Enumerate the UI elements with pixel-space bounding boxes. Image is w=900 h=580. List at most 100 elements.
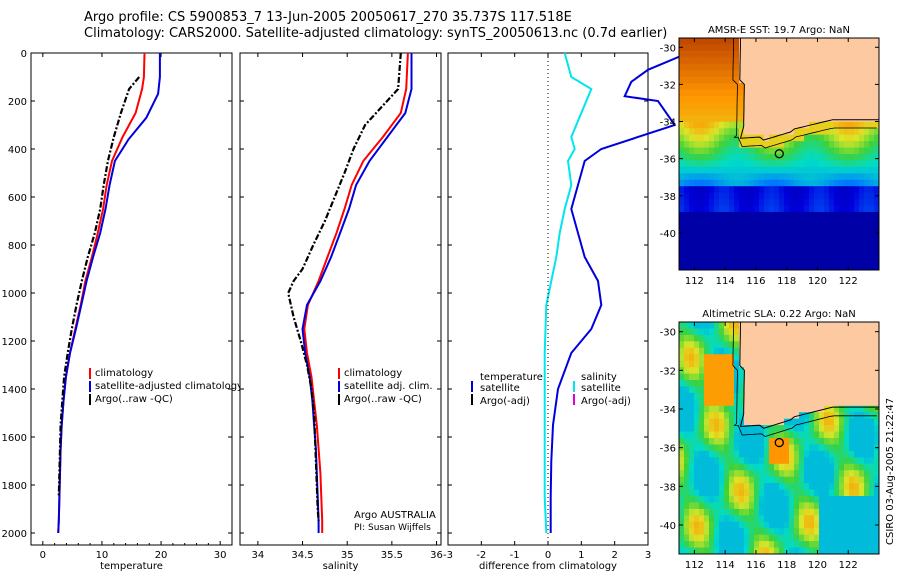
map-cell <box>764 502 770 510</box>
map-cell <box>744 470 750 478</box>
map-cell <box>739 166 745 174</box>
map-cell <box>759 386 765 394</box>
map-cell <box>794 38 800 45</box>
map-cell <box>704 186 710 194</box>
map-cell <box>679 354 685 362</box>
map-cell <box>724 444 730 452</box>
map-cell <box>834 179 840 187</box>
map-cell <box>724 515 730 523</box>
map-cell <box>754 502 760 510</box>
map-cell <box>864 470 870 478</box>
map-cell <box>829 528 835 536</box>
map-cell <box>849 354 855 362</box>
map-cell <box>759 502 765 510</box>
map-cell <box>779 160 785 168</box>
map-cell <box>859 541 865 548</box>
map-cell <box>754 360 760 368</box>
map-cell <box>774 347 780 355</box>
map-cell <box>854 328 860 336</box>
map-cell <box>799 244 805 252</box>
map-cell <box>704 63 710 71</box>
map-cell <box>814 147 820 155</box>
map-cell <box>769 547 775 555</box>
map-cell <box>769 147 775 155</box>
map-cell <box>749 373 755 381</box>
map-cell <box>784 44 790 52</box>
map-cell <box>824 354 830 362</box>
map-cell <box>684 263 690 271</box>
map-cell <box>684 83 690 90</box>
map-cell <box>839 231 845 239</box>
map-cell <box>794 399 800 407</box>
map-cell <box>779 496 785 503</box>
map-cell <box>839 534 845 542</box>
sst-map-cells <box>679 38 880 271</box>
map-cell <box>679 373 685 381</box>
map-cell <box>744 250 750 258</box>
map-cell <box>739 224 745 232</box>
map-cell <box>689 179 695 187</box>
map-cell <box>679 399 685 407</box>
map-cell <box>754 425 760 432</box>
map-cell <box>714 224 720 232</box>
legend-entry: climatology <box>95 368 153 379</box>
map-cell <box>714 128 720 136</box>
map-cell <box>779 121 785 129</box>
map-cell <box>769 250 775 258</box>
map-cell <box>769 399 775 407</box>
map-cell <box>829 399 835 407</box>
map-cell <box>734 83 740 90</box>
map-cell <box>789 96 795 103</box>
map-cell <box>824 425 830 432</box>
map-cell <box>779 399 785 407</box>
map-cell <box>754 322 760 329</box>
map-cell <box>809 508 815 516</box>
map-cell <box>734 231 740 239</box>
map-cell <box>724 44 730 52</box>
map-cell <box>834 334 840 342</box>
map-cell <box>734 450 740 458</box>
map-cell <box>824 334 830 342</box>
map-cell <box>874 205 880 213</box>
map-cell <box>704 399 710 407</box>
map-cell <box>714 108 720 116</box>
map-cell <box>804 70 810 78</box>
map-cell <box>684 476 690 484</box>
map-cell <box>799 502 805 510</box>
map-cell <box>804 444 810 452</box>
map-cell <box>859 431 865 439</box>
map-cell <box>779 257 785 264</box>
map-cell <box>869 179 875 187</box>
map-cell <box>844 212 850 219</box>
map-cell <box>724 231 730 239</box>
map-cell <box>864 121 870 129</box>
map-cell <box>764 450 770 458</box>
map-cell <box>774 160 780 168</box>
map-cell <box>874 431 880 439</box>
map-cell <box>834 444 840 452</box>
map-cell <box>784 173 790 181</box>
map-cell <box>834 38 840 45</box>
map-cell <box>784 147 790 155</box>
map-cell <box>709 470 715 478</box>
map-cell <box>714 173 720 181</box>
map-cell <box>864 489 870 497</box>
map-cell <box>699 134 705 142</box>
map-cell <box>689 418 695 426</box>
map-cell <box>809 231 815 239</box>
map-cell <box>699 541 705 548</box>
map-cell <box>759 431 765 439</box>
map-cell <box>769 521 775 529</box>
map-cell <box>729 341 735 349</box>
map-cell <box>749 89 755 97</box>
map-cell <box>869 380 875 387</box>
map-cell <box>684 70 690 78</box>
map-cell <box>824 502 830 510</box>
map-cell <box>779 450 785 458</box>
map-cell <box>739 147 745 155</box>
map-cell <box>759 224 765 232</box>
map-cell <box>734 76 740 84</box>
map-cell <box>834 134 840 142</box>
map-cell <box>789 250 795 258</box>
map-cell <box>729 367 735 374</box>
